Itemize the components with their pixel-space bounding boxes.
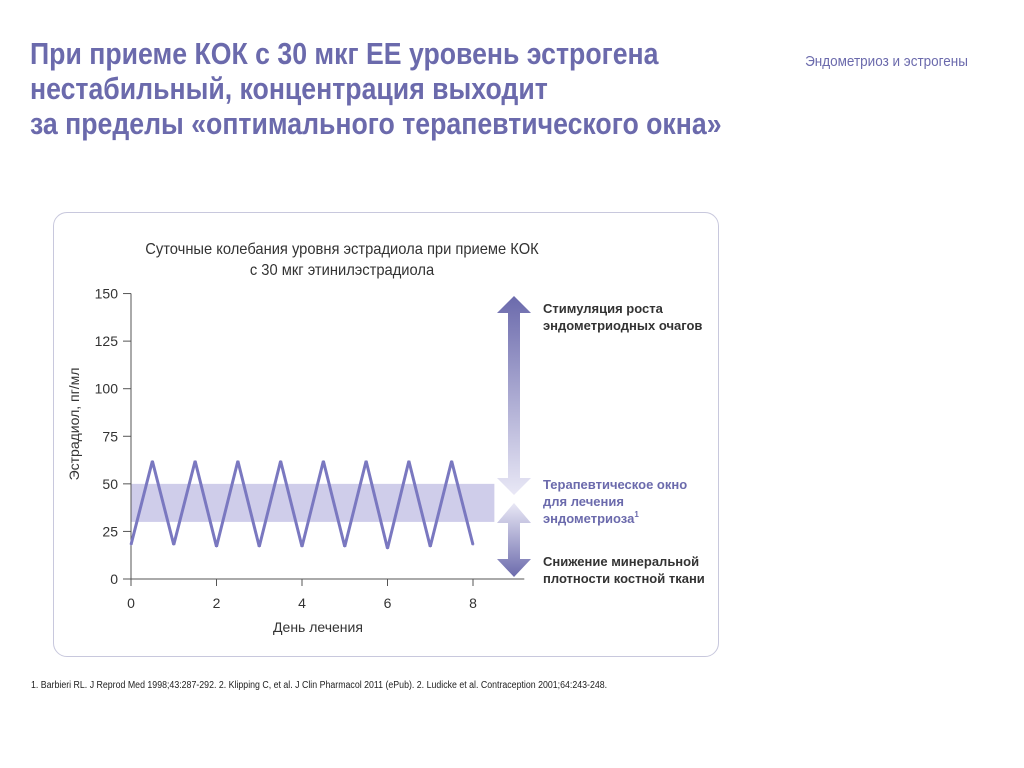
arrow-down-icon bbox=[497, 503, 531, 577]
arrow-up-icon bbox=[497, 296, 531, 495]
x-tick-label: 6 bbox=[384, 595, 392, 611]
estradiol-point bbox=[365, 460, 367, 462]
y-tick-label: 125 bbox=[95, 333, 119, 349]
estradiol-point bbox=[237, 460, 239, 462]
estradiol-point bbox=[258, 545, 261, 548]
y-axis-label: Эстрадиол, пг/мл bbox=[66, 368, 82, 481]
estradiol-point bbox=[194, 460, 196, 462]
estradiol-point bbox=[215, 545, 218, 548]
annotation-lower-line: Снижение минеральной bbox=[543, 554, 699, 569]
estradiol-point bbox=[322, 460, 325, 462]
estradiol-point bbox=[343, 545, 346, 548]
annotation-middle-line: для лечения bbox=[543, 494, 624, 509]
annotation-lower-line: плотности костной ткани bbox=[543, 571, 705, 586]
estradiol-point bbox=[172, 543, 175, 546]
x-tick-label: 4 bbox=[298, 595, 306, 611]
annotation-upper-line: Стимуляция роста bbox=[543, 301, 664, 316]
y-tick-label: 0 bbox=[110, 571, 118, 587]
x-axis-label: День лечения bbox=[273, 619, 363, 635]
estradiol-point bbox=[408, 460, 410, 462]
y-tick-label: 50 bbox=[102, 476, 118, 492]
chart-title-line: Суточные колебания уровня эстрадиола при… bbox=[145, 240, 539, 258]
estradiol-point bbox=[130, 543, 132, 546]
slide-title: При приеме КОК с 30 мкг ЕЕ уровень эстро… bbox=[30, 36, 722, 141]
y-tick-label: 100 bbox=[95, 381, 119, 397]
references-footnote: 1. Barbieri RL. J Reprod Med 1998;43:287… bbox=[31, 680, 608, 691]
y-tick-label: 150 bbox=[95, 286, 119, 302]
slide-title-line: нестабильный, концентрация выходит bbox=[30, 71, 548, 106]
estradiol-point bbox=[450, 460, 453, 462]
estradiol-point bbox=[472, 543, 474, 546]
annotation-middle-text: эндометриоза bbox=[543, 511, 635, 526]
annotation-footnote-ref: 1 bbox=[634, 510, 639, 519]
estradiol-point bbox=[279, 460, 282, 462]
y-tick-label: 25 bbox=[102, 523, 118, 539]
annotation-middle-line-3: эндометриоза1 bbox=[543, 510, 639, 526]
slide-title-line: за пределы «оптимального терапевтическог… bbox=[30, 106, 722, 141]
estradiol-point bbox=[151, 460, 154, 462]
section-label: Эндометриоз и эстрогены bbox=[805, 53, 968, 70]
estradiol-point bbox=[386, 547, 389, 550]
x-tick-label: 0 bbox=[127, 595, 135, 611]
slide-title-line: При приеме КОК с 30 мкг ЕЕ уровень эстро… bbox=[30, 36, 659, 71]
annotation-upper-line: эндометриодных очагов bbox=[543, 318, 702, 333]
x-tick-label: 8 bbox=[469, 595, 477, 611]
estradiol-point bbox=[301, 545, 303, 548]
chart-title-line: с 30 мкг этинилэстрадиола bbox=[250, 261, 435, 279]
chart-panel bbox=[53, 212, 719, 657]
annotation-middle-line: Терапевтическое окно bbox=[543, 477, 687, 492]
x-tick-label: 2 bbox=[213, 595, 221, 611]
estradiol-point bbox=[429, 545, 432, 548]
y-tick-label: 75 bbox=[102, 428, 118, 444]
